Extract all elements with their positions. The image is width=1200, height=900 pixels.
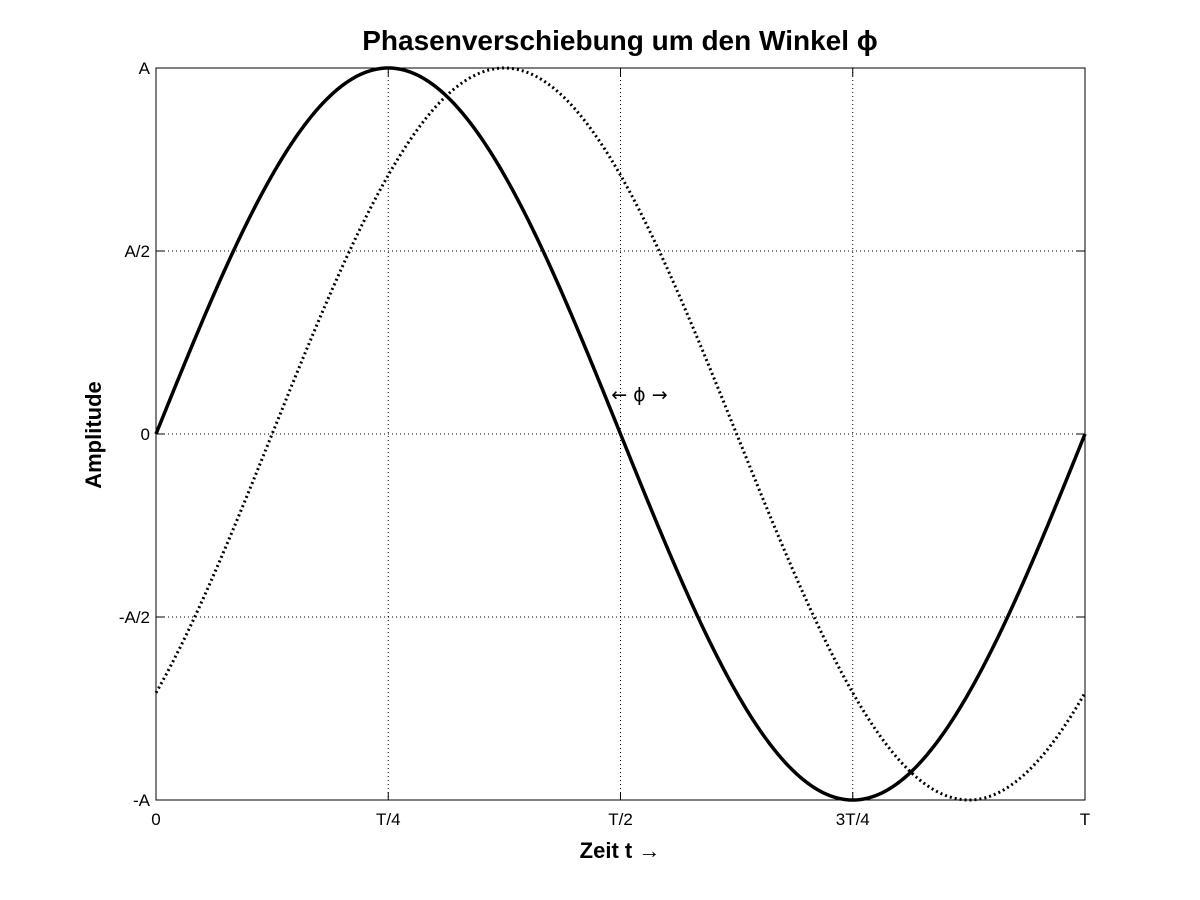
x-tick-label: 0 [151,810,160,829]
y-tick-label: -A/2 [119,608,150,627]
phase-angle-annotation: ← ϕ → [611,384,667,406]
series-reference-line [154,66,1087,802]
annotations: ← ϕ → [611,384,667,406]
y-tick-label: A/2 [124,242,150,261]
y-tick-label: 0 [141,425,150,444]
x-axis-label: Zeit t → [580,838,661,863]
x-tick-label: 3T/4 [836,810,870,829]
series-shifted-line [154,66,1087,802]
y-tick-label: A [139,59,151,78]
x-tick-label: T/2 [608,810,633,829]
ticks: 0 T/4 T/2 3T/4 T -A -A/2 0 A/2 A [119,59,1090,829]
series-layer [154,66,1087,802]
chart-title: Phasenverschiebung um den Winkel ϕ [362,25,878,56]
y-tick-label: -A [133,791,151,810]
x-tick-label: T/4 [376,810,401,829]
y-axis-label: Amplitude [81,381,106,489]
x-tick-label: T [1080,810,1090,829]
